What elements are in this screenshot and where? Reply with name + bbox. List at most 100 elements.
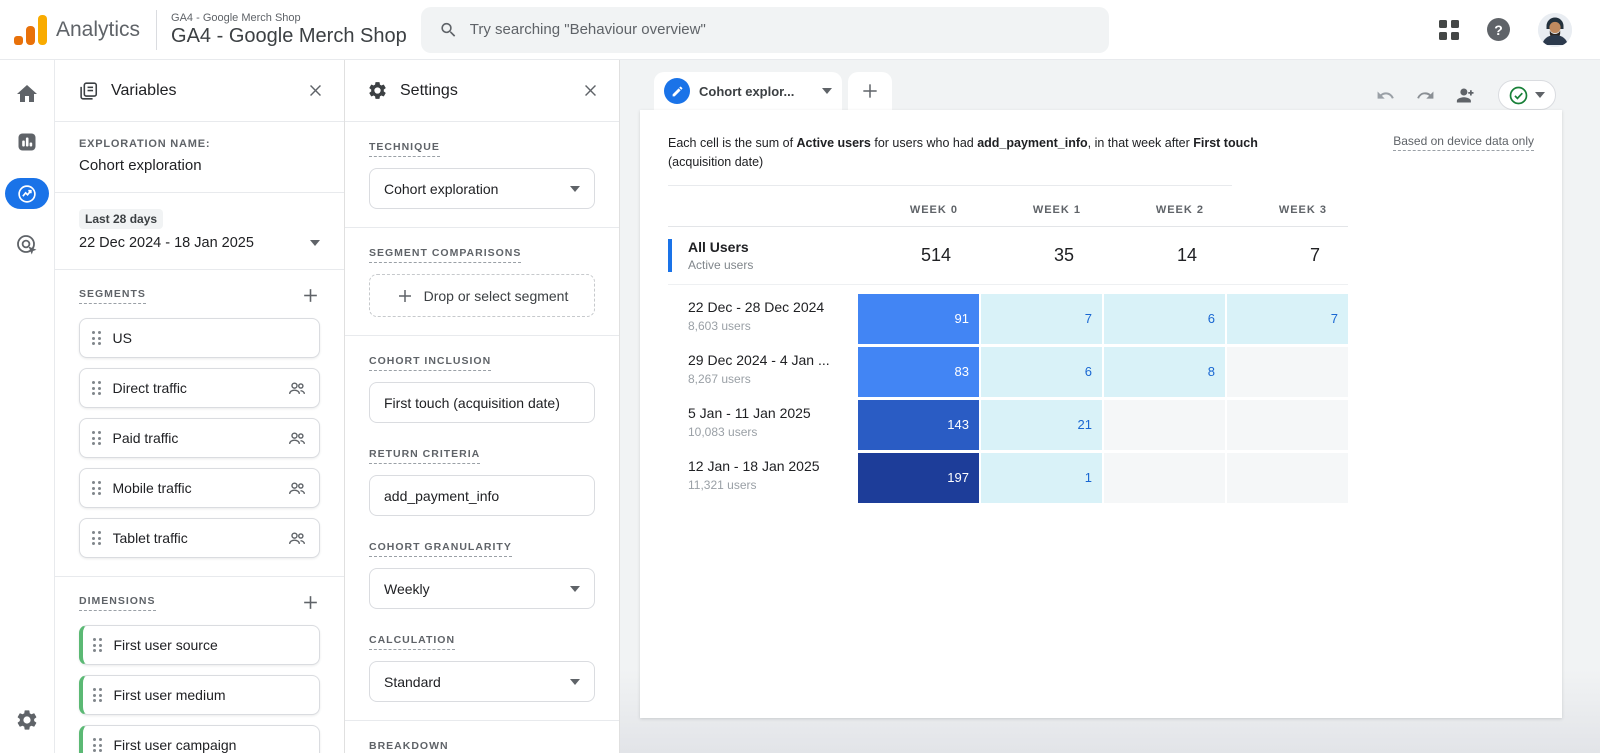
cohort-date-range: 12 Jan - 18 Jan 2025 [688,457,820,474]
cohort-cell[interactable]: 1 [981,452,1102,503]
cohort-description: Each cell is the sum of Active users for… [668,136,1258,170]
cohort-cell[interactable]: 6 [981,346,1102,397]
cohort-granularity-select[interactable]: Weekly [369,568,595,609]
calculation-select[interactable]: Standard [369,661,595,702]
breakdown-section: BREAKDOWN Drop or select dimension [345,721,619,753]
cohort-date-range: 22 Dec - 28 Dec 2024 [688,298,825,315]
cohort-row: 12 Jan - 18 Jan 2025 11,321 users 197 1 [668,452,1348,503]
cohort-users-count: 8,267 users [688,371,751,386]
date-range-chip[interactable]: Last 28 days [79,209,164,229]
cohort-inclusion-section: COHORT INCLUSION First touch (acquisitio… [345,336,619,429]
cohort-cell[interactable] [1227,399,1348,450]
cohort-cell[interactable] [1227,346,1348,397]
cohort-cell[interactable]: 83 [858,346,979,397]
reports-icon[interactable] [15,130,39,154]
segment-chip[interactable]: Paid traffic [79,418,320,458]
analytics-logo-icon[interactable] [14,14,47,45]
advertising-icon[interactable] [15,233,39,257]
cohort-cell[interactable] [1104,399,1225,450]
dimension-chip[interactable]: First user campaign [79,725,320,753]
summary-subtitle: Active users [688,257,754,272]
segment-chip[interactable]: Direct traffic [79,368,320,408]
drag-handle-icon[interactable] [92,381,101,395]
people-icon [288,482,306,494]
cohort-table: WEEK 0 WEEK 1 WEEK 2 WEEK 3 All Users Activ… [668,195,1348,503]
description-divider [668,184,1232,186]
left-nav [0,60,55,753]
dimension-label: First user medium [113,687,226,703]
segment-chip[interactable]: Tablet traffic [79,518,320,558]
explore-icon[interactable] [5,178,49,209]
drag-handle-icon[interactable] [92,531,101,545]
admin-gear-icon[interactable] [15,708,39,737]
data-note-link[interactable]: Based on device data only [1393,134,1534,151]
close-variables-icon[interactable] [307,82,324,99]
week-header: WEEK 2 [1155,204,1204,217]
dimension-chip[interactable]: First user medium [79,675,320,715]
cohort-cell[interactable]: 7 [981,293,1102,344]
redo-icon[interactable] [1416,86,1435,105]
cohort-cell[interactable]: 21 [981,399,1102,450]
new-tab-button[interactable] [848,72,892,110]
summary-value: 514 [920,244,951,265]
chevron-down-icon [1535,92,1545,98]
cohort-inclusion-select[interactable]: First touch (acquisition date) [369,382,595,423]
return-criteria-select[interactable]: add_payment_info [369,475,595,516]
segments-list: US Direct traffic Paid traffic Mobile tr… [79,318,320,558]
drag-handle-icon[interactable] [92,481,101,495]
drag-handle-icon[interactable] [92,331,101,345]
add-dimension-button[interactable] [301,593,320,612]
technique-select[interactable]: Cohort exploration [369,168,595,209]
cohort-cell[interactable]: 7 [1227,293,1348,344]
add-segment-button[interactable] [301,286,320,305]
property-selector[interactable]: GA4 - Google Merch Shop GA4 - Google Mer… [171,12,407,48]
dimension-label: First user source [113,637,218,653]
segment-label: Tablet traffic [112,530,188,546]
dimension-chip[interactable]: First user source [79,625,320,665]
tab-cohort-exploration[interactable]: Cohort explor... [654,72,842,110]
exploration-name-value[interactable]: Cohort exploration [79,157,202,174]
segment-dropzone[interactable]: Drop or select segment [369,274,595,317]
drag-handle-icon[interactable] [93,738,102,752]
search-icon [441,22,455,37]
home-icon[interactable] [15,82,39,106]
segment-chip[interactable]: US [79,318,320,358]
segment-comparisons-section: SEGMENT COMPARISONS Drop or select segme… [345,228,619,336]
search-bar[interactable] [420,6,1109,53]
chevron-down-icon [570,585,580,592]
status-saved-pill[interactable] [1498,80,1556,110]
drag-handle-icon[interactable] [93,688,102,702]
segment-comparisons-label: SEGMENT COMPARISONS [369,247,522,263]
cohort-rows: 22 Dec - 28 Dec 2024 8,603 users 91 7 6 7 2… [668,293,1348,503]
drag-handle-icon[interactable] [93,638,102,652]
cohort-cell[interactable] [1104,452,1225,503]
cohort-users-count: 10,083 users [688,424,758,439]
avatar[interactable] [1538,12,1572,47]
cohort-row-label-cell: 5 Jan - 11 Jan 2025 10,083 users [668,400,858,450]
drag-handle-icon[interactable] [92,431,101,445]
cohort-row: 29 Dec 2024 - 4 Jan ... 8,267 users 83 6 8 [668,346,1348,397]
dimension-label: First user campaign [113,737,237,753]
close-settings-icon[interactable] [582,82,599,99]
cohort-row: 5 Jan - 11 Jan 2025 10,083 users 143 21 [668,399,1348,450]
cohort-cell[interactable]: 6 [1104,293,1225,344]
cohort-cell[interactable] [1227,452,1348,503]
dimensions-label: DIMENSIONS [79,595,156,611]
exploration-name-label: EXPLORATION NAME: [79,138,211,150]
cohort-cell[interactable]: 91 [858,293,979,344]
segment-label: Mobile traffic [112,480,192,496]
segment-chip[interactable]: Mobile traffic [79,468,320,508]
date-range-selector[interactable]: 22 Dec 2024 - 18 Jan 2025 [79,235,320,251]
share-users-icon[interactable] [1456,85,1477,106]
settings-gear-icon [369,82,386,99]
summary-title: All Users [688,238,749,255]
chevron-down-icon [822,88,832,94]
cohort-cell[interactable]: 197 [858,452,979,503]
variables-panel: Variables EXPLORATION NAME: Cohort explo… [55,60,345,753]
cohort-cell[interactable]: 143 [858,399,979,450]
apps-grid-icon[interactable] [1439,19,1459,40]
cohort-cell[interactable]: 8 [1104,346,1225,397]
undo-icon[interactable] [1376,86,1395,105]
help-icon[interactable]: ? [1487,18,1510,41]
search-input[interactable] [469,21,1091,38]
